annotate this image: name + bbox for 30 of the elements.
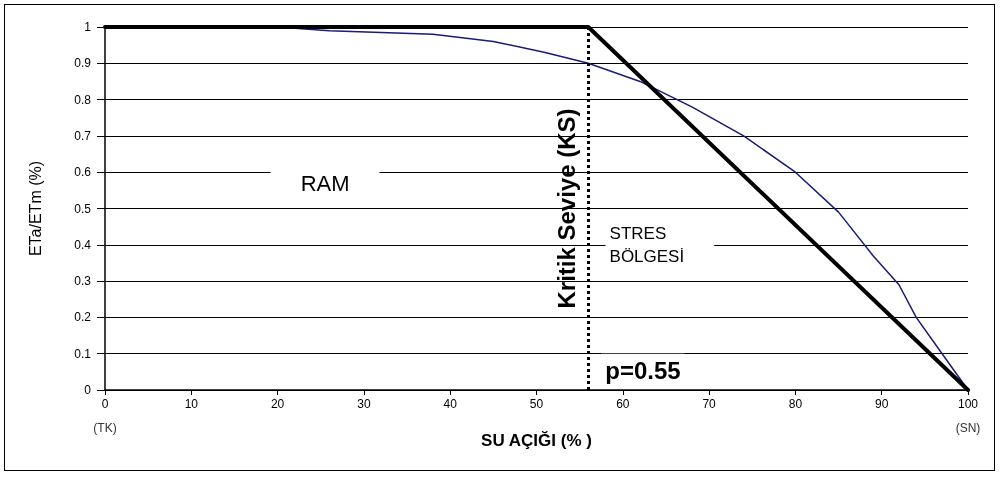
x-tick-label: 0 <box>101 397 109 411</box>
y-tick-label: 0.6 <box>74 165 92 180</box>
x-tick-label: 90 <box>875 397 889 411</box>
x-axis-title: SU AÇIĞI (% ) <box>481 431 592 450</box>
x-tick-label: 20 <box>270 397 285 411</box>
x-tick-label: 30 <box>357 397 371 411</box>
text: (SN) <box>955 421 981 435</box>
y-tick-label: 0.5 <box>74 201 92 216</box>
annotation: RAM <box>300 170 350 196</box>
y-tick-label: 0.8 <box>74 92 92 107</box>
x-tick-label: 40 <box>443 397 458 411</box>
annotation: p=0.55 <box>605 356 681 384</box>
y-tick-label: 0.3 <box>74 274 92 289</box>
y-tick-label: 0.2 <box>74 310 92 325</box>
y-tick-label: 0.9 <box>74 56 92 71</box>
y-tick-label: 1 <box>84 20 92 34</box>
y-tick-label: 0.4 <box>74 237 92 252</box>
ref-line-label: Kritik Seviye (KS) <box>552 108 580 309</box>
x-tick-label: 80 <box>788 397 803 411</box>
y-tick-label: 0 <box>84 383 92 397</box>
x-tick-label: 10 <box>184 397 199 411</box>
x-tick-label: 100 <box>957 397 979 411</box>
y-tick-label: 0.1 <box>74 346 92 361</box>
x-tick-label: 50 <box>529 397 544 411</box>
annotation: STRES BÖLGESİ <box>609 223 685 266</box>
x-tick-label: 70 <box>702 397 717 411</box>
x-tick-label: 60 <box>616 397 630 411</box>
y-tick-label: 0.7 <box>74 128 92 143</box>
text: (TK) <box>93 421 117 435</box>
y-axis-title: ETa/ETm (%) <box>26 160 44 257</box>
